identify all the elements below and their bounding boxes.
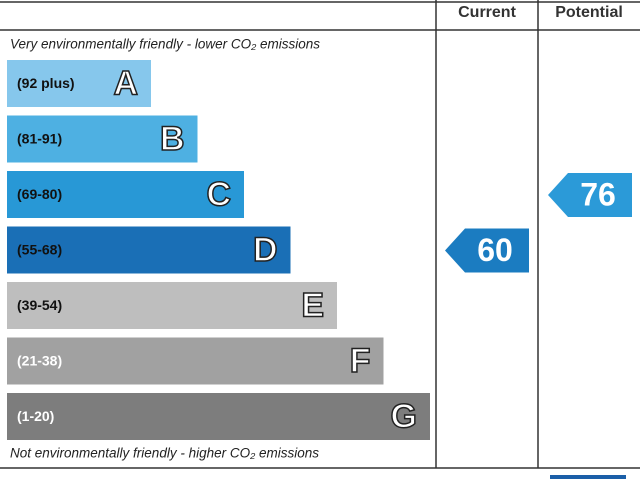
band-range: (55-68) [17,242,62,258]
band-range: (81-91) [17,131,62,147]
band-range: (21-38) [17,353,62,369]
band-letter: D [253,231,278,269]
band [7,171,244,218]
band-letter: B [160,120,185,158]
band-range: (92 plus) [17,75,75,91]
top-note: Very environmentally friendly - lower CO… [10,37,320,52]
header: Potential [555,4,623,21]
band [7,393,430,440]
band-letter: G [391,397,417,435]
band-range: (1-20) [17,408,54,424]
band-letter: E [301,286,324,324]
band-range: (69-80) [17,186,62,202]
band [7,226,291,274]
band-letter: C [206,175,231,213]
band [7,60,151,107]
frame [0,0,640,469]
band [7,115,198,163]
bottom-note: Not environmentally friendly - higher CO… [10,446,319,461]
decor [550,475,626,479]
rating-arrow [548,173,632,217]
band [7,282,337,329]
rating-value: 76 [580,176,616,212]
band-letter: A [113,64,138,102]
band-letter: F [350,342,371,380]
band [7,337,384,385]
band-range: (39-54) [17,297,62,313]
rating-arrow [445,228,529,273]
rating-value: 60 [477,232,513,268]
header: Current [458,4,516,21]
